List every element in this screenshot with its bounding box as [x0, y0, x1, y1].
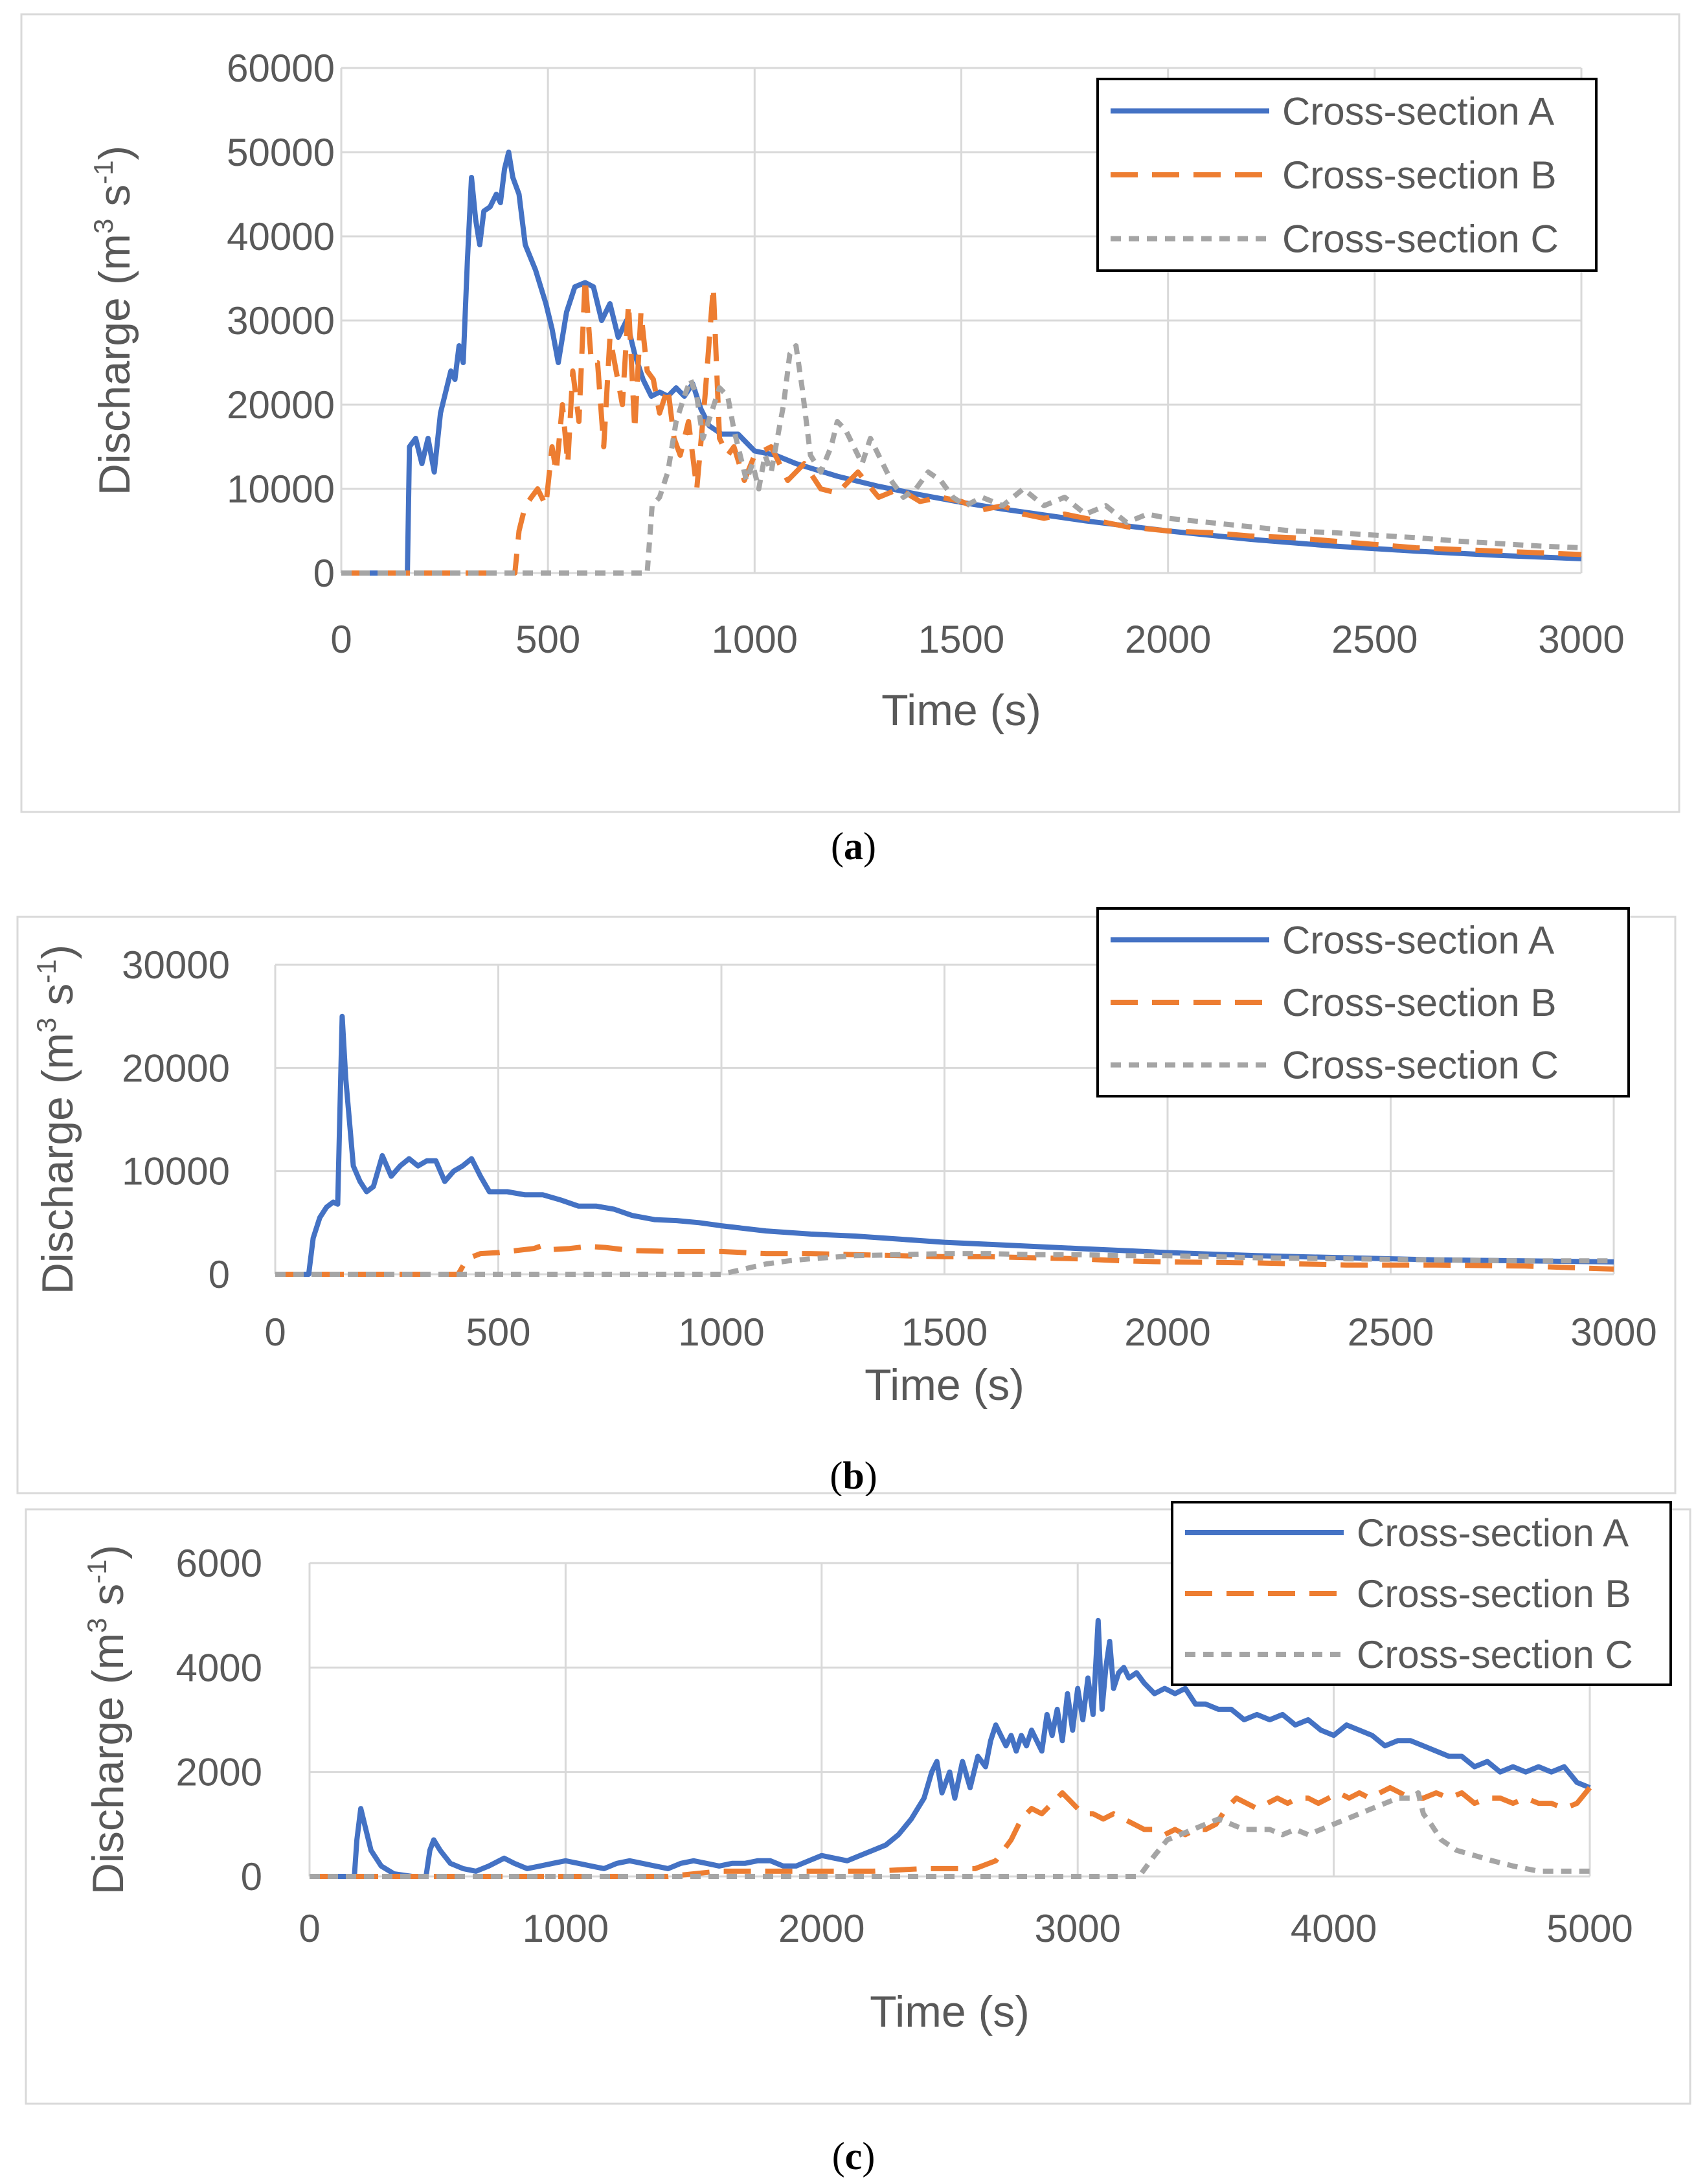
series-line-cross-section-c: [310, 1790, 1590, 1879]
y-tick-label: 0: [241, 1855, 262, 1898]
x-axis-title: Time (s): [870, 1987, 1030, 2036]
figure-caption: (b): [830, 1454, 877, 1496]
y-tick-label: 0: [209, 1253, 230, 1296]
y-tick-label: 10000: [227, 467, 335, 511]
legend-label-cross-section-a: Cross-section A: [1282, 918, 1554, 962]
legend-label-cross-section-a: Cross-section A: [1282, 89, 1554, 133]
figure-caption: (c): [832, 2135, 876, 2178]
series-line-cross-section-c: [275, 1251, 1614, 1277]
y-axis-title: Discharge (m3 s-1): [88, 146, 139, 496]
figure-caption: (a): [831, 825, 876, 868]
legend: Cross-section A Cross-section B Cross-sect…: [1096, 78, 1598, 272]
x-tick-label: 4000: [1291, 1907, 1377, 1950]
series-line-cross-section-b: [275, 1243, 1614, 1277]
x-tick-label: 1000: [678, 1311, 764, 1354]
x-tick-label: 3000: [1034, 1907, 1120, 1950]
x-tick-label: 2000: [778, 1907, 865, 1950]
y-tick-label: 10000: [122, 1150, 230, 1193]
x-tick-label: 1500: [918, 618, 1004, 661]
y-axis-title: Discharge (m3 s-1): [31, 945, 82, 1295]
legend-label-cross-section-b: Cross-section B: [1282, 153, 1556, 197]
chart-panel-a: 0 10000 20000 30000 40000 50000 60000 0 500 1000 1…: [0, 0, 1707, 874]
x-tick-label: 0: [264, 1311, 286, 1354]
y-axis-title: Discharge (m3 s-1): [82, 1545, 133, 1895]
y-tick-label: 40000: [227, 215, 335, 258]
y-tick-label: 4000: [176, 1646, 262, 1689]
x-tick-label: 2000: [1124, 1311, 1210, 1354]
x-tick-label: 1000: [523, 1907, 609, 1950]
legend-label-cross-section-a: Cross-section A: [1357, 1511, 1629, 1555]
y-tick-label: 50000: [227, 131, 335, 174]
x-tick-label: 2500: [1348, 1311, 1434, 1354]
chart-c: 0 2000 4000 6000 0 1000 2000 3000 4000 5000 Time (…: [25, 1501, 1691, 2178]
y-tick-label: 0: [313, 552, 335, 595]
chart-panel-b: 0 10000 20000 30000 0 500 1000 1500 2000 2500 3000…: [0, 874, 1707, 1496]
series-line-cross-section-b: [341, 276, 1582, 576]
chart-panel-c: 0 2000 4000 6000 0 1000 2000 3000 4000 5000 Time (…: [0, 1496, 1707, 2184]
series-line-cross-section-a: [341, 150, 1582, 576]
x-tick-label: 3000: [1538, 618, 1624, 661]
x-tick-label: 5000: [1546, 1907, 1633, 1950]
chart-a: 0 10000 20000 30000 40000 50000 60000 0 500 1000 1…: [20, 13, 1680, 868]
y-tick-label: 20000: [227, 383, 335, 427]
x-tick-label: 1500: [901, 1311, 988, 1354]
x-tick-label: 3000: [1570, 1311, 1656, 1354]
y-tick-label: 30000: [227, 299, 335, 343]
series-line-cross-section-b: [310, 1784, 1592, 1879]
legend-label-cross-section-c: Cross-section C: [1357, 1633, 1633, 1676]
y-tick-label: 60000: [227, 47, 335, 90]
series-line-cross-section-a: [275, 1013, 1614, 1277]
legend: Cross-section A Cross-section B Cross-sect…: [1171, 1501, 1672, 1686]
x-tick-label: 0: [299, 1907, 320, 1950]
legend: Cross-section A Cross-section B Cross-sect…: [1096, 907, 1630, 1098]
x-axis-title: Time (s): [881, 686, 1041, 735]
legend-label-cross-section-b: Cross-section B: [1357, 1572, 1631, 1615]
x-tick-label: 0: [330, 618, 352, 661]
legend-label-cross-section-c: Cross-section C: [1282, 218, 1559, 261]
y-tick-label: 30000: [122, 943, 230, 987]
legend-label-cross-section-c: Cross-section C: [1282, 1044, 1559, 1087]
x-tick-label: 2500: [1331, 618, 1418, 661]
x-axis-title: Time (s): [865, 1360, 1024, 1410]
x-tick-label: 1000: [712, 618, 798, 661]
x-tick-label: 500: [466, 1311, 530, 1354]
y-tick-label: 20000: [122, 1046, 230, 1090]
legend-label-cross-section-b: Cross-section B: [1282, 981, 1556, 1024]
x-tick-label: 2000: [1125, 618, 1211, 661]
x-tick-label: 500: [515, 618, 580, 661]
series-line-cross-section-a: [310, 1617, 1591, 1879]
y-tick-label: 2000: [176, 1751, 262, 1794]
chart-b: 0 10000 20000 30000 0 500 1000 1500 2000 2500 3000…: [16, 907, 1677, 1496]
y-tick-label: 6000: [176, 1542, 262, 1585]
